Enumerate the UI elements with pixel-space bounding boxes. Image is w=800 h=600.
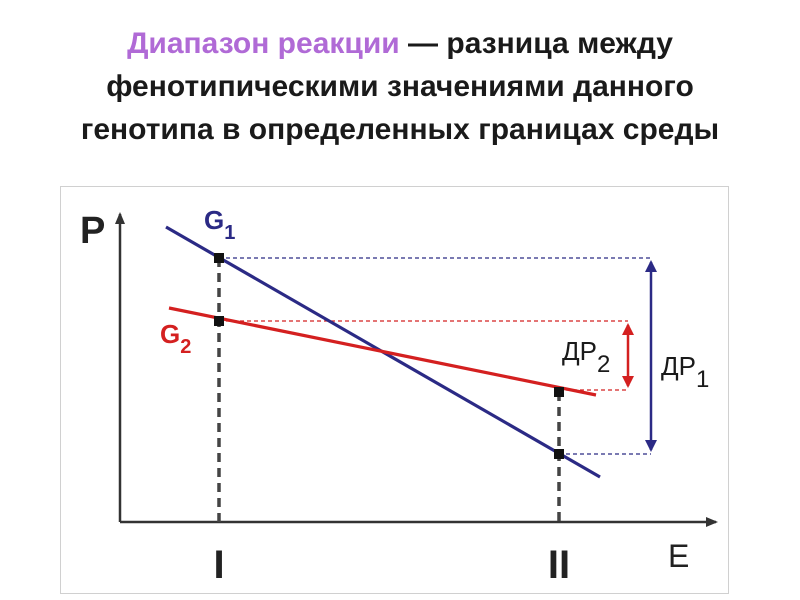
g1-label: G1 — [204, 205, 235, 244]
point-g1-env1 — [214, 253, 224, 263]
tick-label-2: II — [548, 543, 570, 587]
tick-label-1: I — [213, 543, 224, 587]
point-g2-env2 — [554, 387, 564, 397]
g2-label: G2 — [160, 319, 191, 358]
point-g1-env2 — [554, 449, 564, 459]
dp1-label: ДР1 — [661, 351, 709, 393]
dp2-label: ДР2 — [562, 336, 610, 378]
x-axis-label: E — [668, 538, 689, 574]
diagram-frame — [60, 186, 729, 594]
title-term: Диапазон реакции — [127, 27, 400, 60]
y-axis-label: P — [80, 210, 105, 252]
title-definition: — разница между фенотипическими значения… — [80, 27, 720, 146]
point-g2-env1 — [214, 316, 224, 326]
g2-line — [168, 306, 597, 397]
slide-title: Диапазон реакции — разница между фенотип… — [40, 22, 760, 151]
